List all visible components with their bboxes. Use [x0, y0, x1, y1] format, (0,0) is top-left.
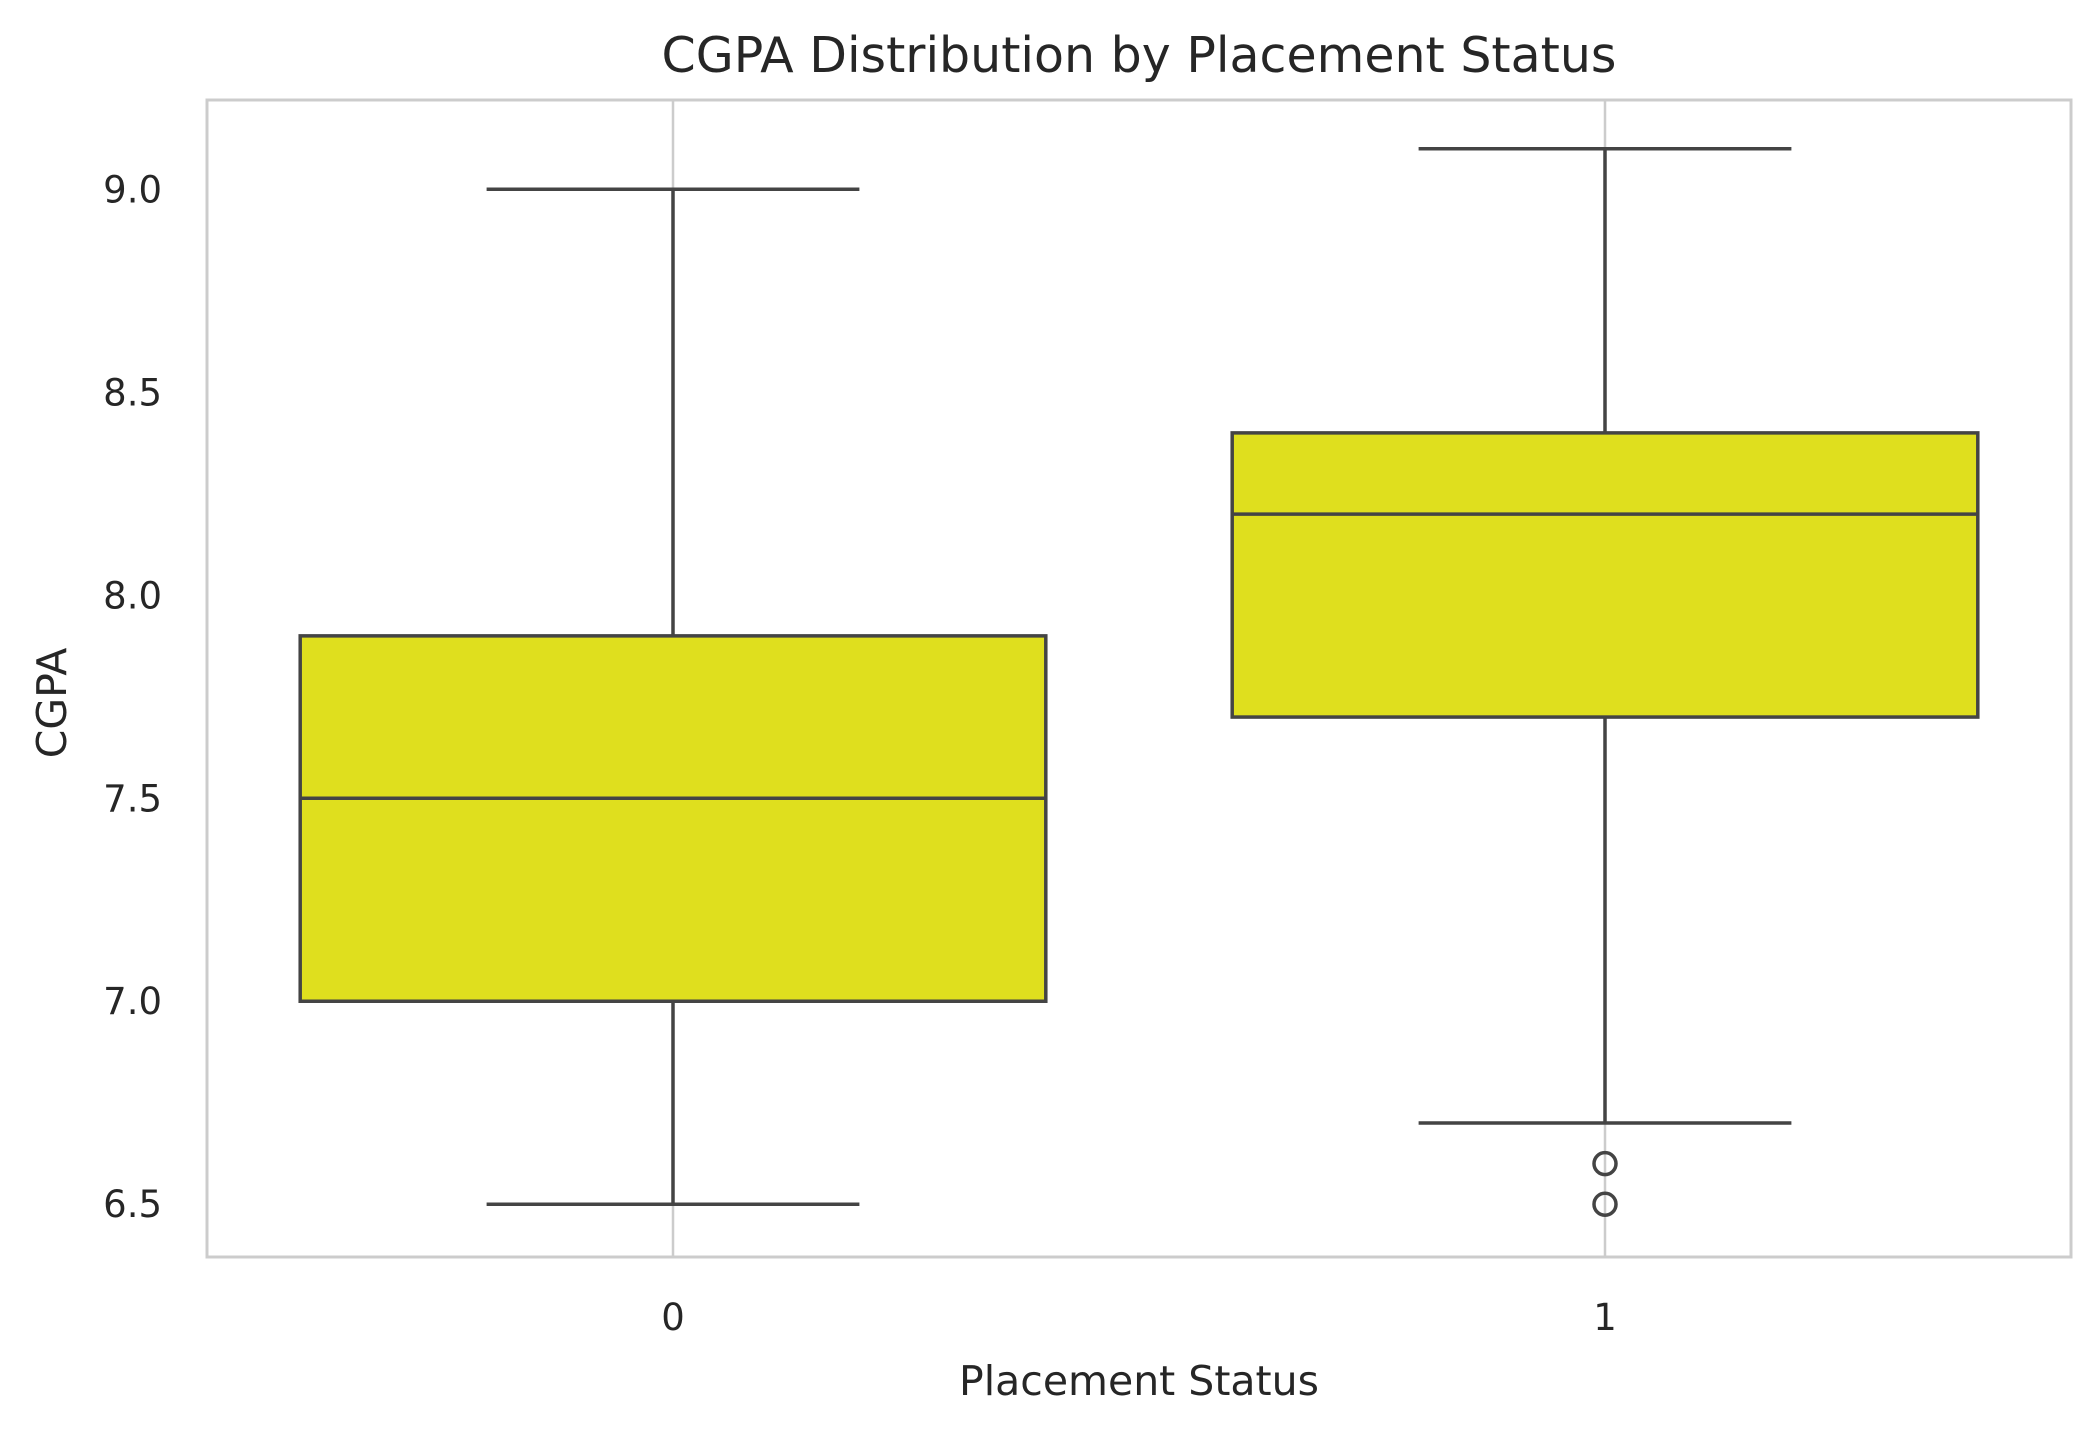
box-layer [298, 146, 1980, 1217]
y-tick-labels: 6.5 7.0 7.5 8.0 8.5 9.0 [103, 168, 162, 1226]
chart-title: CGPA Distribution by Placement Status [662, 27, 1617, 84]
plot-frame [205, 98, 2073, 1259]
y-tick-label: 8.0 [103, 574, 162, 617]
iqr-box [298, 634, 1048, 1003]
y-tick-label: 8.5 [103, 371, 162, 414]
box-group-0 [298, 187, 1048, 1206]
y-axis-label: CGPA [28, 648, 76, 759]
iqr-box [1230, 431, 1980, 719]
y-tick-label: 6.5 [103, 1183, 162, 1226]
y-tick-label: 7.0 [103, 980, 162, 1023]
box-group-1 [1230, 146, 1980, 1217]
y-tick-label: 7.5 [103, 777, 162, 820]
y-tick-label: 9.0 [103, 168, 162, 211]
x-tick-label: 1 [1593, 1296, 1617, 1339]
x-axis-label: Placement Status [959, 1357, 1319, 1405]
outlier-point [1592, 1191, 1618, 1217]
outlier-point [1592, 1150, 1618, 1177]
x-tick-label: 0 [661, 1296, 685, 1339]
